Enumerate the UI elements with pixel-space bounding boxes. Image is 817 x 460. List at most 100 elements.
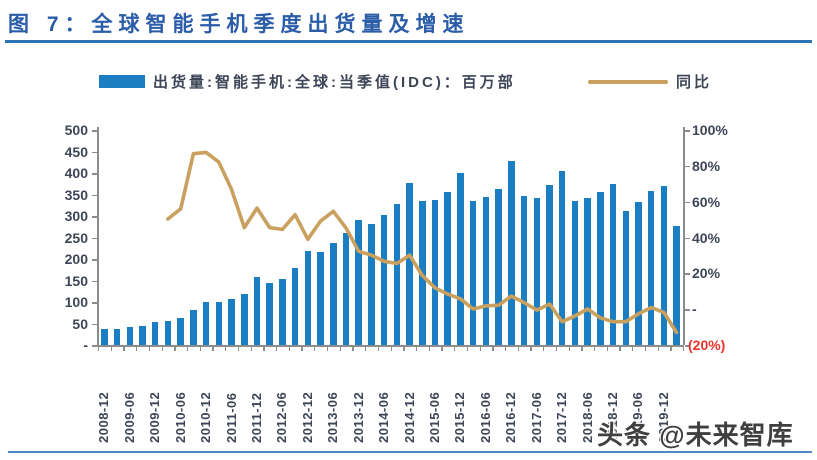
y-axis-right-tick (685, 237, 690, 239)
y-axis-left-tick (92, 194, 97, 196)
y-axis-left-tick (92, 130, 97, 132)
bar (495, 188, 502, 345)
x-axis-label: 2009-06 (121, 391, 137, 443)
bar (215, 302, 223, 345)
x-axis-label: 2010-12 (198, 391, 214, 443)
y-axis-left-tick (92, 259, 97, 261)
x-axis-tick (212, 346, 214, 351)
x-axis-tick (314, 346, 316, 351)
x-axis-tick (237, 346, 240, 351)
x-axis-label: 2014-12 (401, 391, 417, 443)
x-axis-tick (619, 346, 621, 351)
x-axis-tick (530, 346, 532, 351)
bar (406, 182, 413, 345)
bar (431, 200, 439, 345)
x-axis-tick (403, 346, 405, 351)
y-axis-left-label: 400 (64, 165, 88, 181)
x-axis-tick (352, 346, 354, 351)
x-axis (97, 345, 684, 347)
bar (355, 220, 362, 345)
y-axis-left-tick (92, 216, 97, 218)
bar (558, 171, 566, 345)
x-axis-tick (593, 346, 596, 351)
x-axis-tick (555, 346, 558, 351)
bar (266, 282, 273, 345)
bar (190, 310, 197, 345)
y-axis-right-tick (685, 273, 690, 275)
watermark: 头条 @未来智库 (597, 420, 794, 450)
x-axis-label: 2008-12 (96, 391, 112, 443)
x-axis-tick (377, 346, 380, 351)
x-axis-tick (428, 346, 430, 351)
y-axis-left-label: 500 (64, 122, 88, 138)
y-axis-right-tick (685, 345, 690, 347)
x-axis-tick (174, 346, 176, 351)
bottom-divider (8, 451, 812, 453)
x-axis-tick (365, 346, 367, 351)
y-axis-right-tick (685, 165, 690, 168)
x-axis-tick (276, 346, 278, 351)
title-divider (5, 40, 812, 43)
x-axis-tick (492, 346, 494, 351)
y-axis-left-label: 100 (64, 294, 88, 310)
bar (520, 195, 528, 345)
x-axis-tick (263, 346, 265, 351)
x-axis-tick (110, 346, 112, 351)
bar (368, 223, 375, 345)
y-axis-left-tick (92, 151, 97, 153)
bar (571, 201, 579, 345)
y-axis-left-tick (92, 345, 97, 347)
bar-series-label: 出货量:智能手机:全球:当季值(IDC)：百万部 (153, 74, 516, 91)
x-axis-tick (517, 346, 519, 351)
bar (164, 321, 172, 345)
x-axis-tick (148, 346, 151, 351)
bar (419, 201, 426, 345)
y-axis-left-tick (92, 280, 97, 282)
bar (660, 186, 668, 345)
x-axis-label: 2009-12 (147, 391, 163, 443)
bar (635, 201, 642, 345)
x-axis-label: 2017-06 (528, 391, 544, 443)
y-axis-right-tick (685, 201, 690, 204)
bar (151, 321, 159, 345)
bar (673, 226, 680, 345)
x-axis-tick (543, 346, 545, 351)
x-axis-tick (657, 346, 659, 351)
x-axis-label: 2018-06 (579, 391, 595, 443)
x-axis-tick (454, 346, 456, 351)
y-axis-right-label: 60% (692, 193, 721, 210)
line-series-label: 同比 (676, 74, 713, 91)
figure-title: 图 7：全球智能手机季度出货量及增速 (8, 13, 470, 36)
x-axis-label: 2012-06 (274, 391, 290, 443)
x-axis-tick (250, 346, 252, 351)
x-axis-tick (136, 346, 138, 351)
bar (342, 232, 350, 345)
bar (508, 160, 515, 345)
bar (597, 192, 604, 345)
x-axis-label: 2016-12 (503, 391, 519, 443)
bar (241, 294, 248, 345)
x-axis-tick (288, 346, 291, 351)
y-axis-right-tick (685, 130, 690, 132)
bar (177, 317, 184, 345)
bar (533, 198, 540, 345)
x-axis-label: 2013-06 (325, 391, 341, 443)
bar (253, 277, 261, 345)
line-series-swatch (588, 80, 668, 84)
bar (609, 183, 617, 345)
x-axis-label: 2014-06 (376, 391, 392, 443)
y-axis-right (683, 127, 685, 345)
y-axis-right-label: 80% (692, 157, 721, 174)
y-axis-left-tick (92, 237, 97, 239)
x-axis-tick (644, 346, 647, 351)
x-axis-label: 2013-12 (350, 391, 366, 443)
x-axis-tick (441, 346, 443, 351)
x-axis-tick (326, 346, 329, 351)
y-axis-right-label: - (692, 301, 697, 318)
x-axis-tick (606, 346, 608, 351)
x-axis-tick (415, 346, 418, 351)
x-axis-label: 2015-06 (427, 391, 442, 443)
x-axis-label: 2011-12 (248, 392, 264, 444)
x-axis-tick (466, 346, 469, 351)
y-axis-left-tick (92, 173, 97, 175)
